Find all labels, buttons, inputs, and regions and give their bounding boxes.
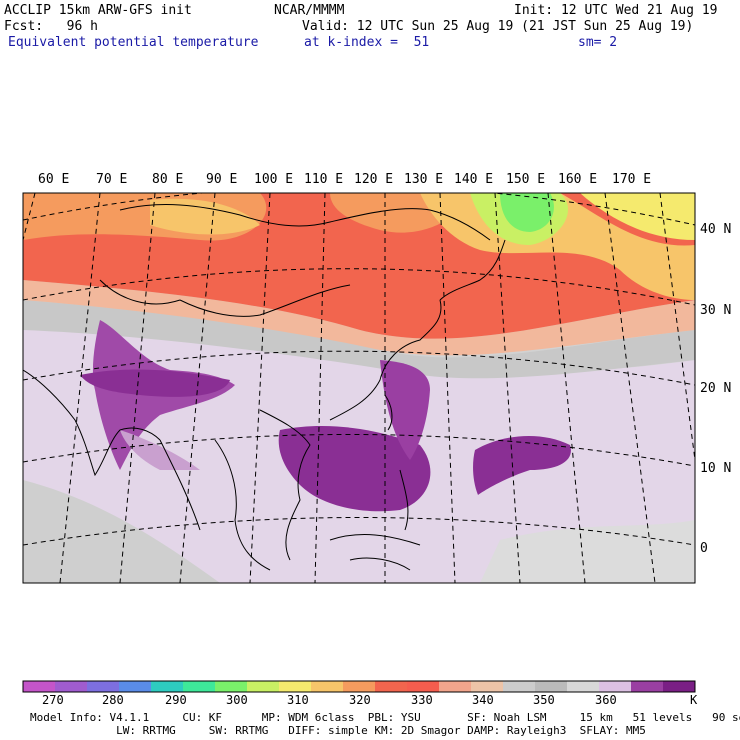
- lon-label: 70 E: [96, 172, 128, 187]
- init-time: Init: 12 UTC Wed 21 Aug 19: [514, 3, 718, 18]
- colorbar-tick-label: 310: [287, 693, 309, 707]
- lon-label: 120 E: [354, 172, 394, 187]
- lon-label: 140 E: [454, 172, 494, 187]
- lat-label: 30 N: [700, 303, 732, 318]
- model-title: ACCLIP 15km ARW-GFS init: [4, 3, 192, 18]
- lat-label: 0: [700, 541, 708, 556]
- colorbar-swatch: [567, 681, 600, 692]
- colorbar-swatch: [439, 681, 472, 692]
- level-label: at k-index = 51: [304, 35, 430, 50]
- colorbar-swatch: [343, 681, 376, 692]
- lat-label: 20 N: [700, 381, 732, 396]
- lat-label: 10 N: [700, 461, 732, 476]
- colorbar-swatch: [631, 681, 664, 692]
- lat-label: 40 N: [700, 222, 732, 237]
- smoothing-label: sm= 2: [578, 35, 618, 50]
- colorbar-tick-label: 340: [472, 693, 494, 707]
- colorbar-swatch: [215, 681, 248, 692]
- colorbar-swatch: [55, 681, 88, 692]
- colorbar-swatch: [183, 681, 216, 692]
- lon-label: 90 E: [206, 172, 238, 187]
- colorbar-tick-label: 280: [102, 693, 124, 707]
- colorbar-swatch: [663, 681, 696, 692]
- lon-label: 60 E: [38, 172, 70, 187]
- field-name: Equivalent potential temperature: [8, 35, 259, 50]
- colorbar-swatch: [23, 681, 56, 692]
- lon-label: 110 E: [304, 172, 344, 187]
- map-frame: [22, 192, 696, 584]
- colorbar-tick-label: 360: [595, 693, 617, 707]
- model-info-line1: Model Info: V4.1.1 CU: KF MP: WDM 6class…: [30, 711, 740, 724]
- colorbar-swatch: [119, 681, 152, 692]
- lon-label: 150 E: [506, 172, 546, 187]
- lon-label: 80 E: [152, 172, 184, 187]
- colorbar-tick-label: 330: [411, 693, 433, 707]
- colorbar-tick-label: 300: [226, 693, 248, 707]
- colorbar-swatch: [535, 681, 568, 692]
- colorbar-swatch: [247, 681, 280, 692]
- valid-time: Valid: 12 UTC Sun 25 Aug 19 (21 JST Sun …: [302, 19, 694, 34]
- colorbar-swatch: [471, 681, 504, 692]
- colorbar-swatch: [87, 681, 120, 692]
- theta-e-field: [23, 193, 695, 583]
- colorbar-unit: K: [690, 693, 698, 707]
- colorbar-swatch: [375, 681, 408, 692]
- forecast-hour: Fcst: 96 h: [4, 19, 98, 34]
- colorbar-swatch: [151, 681, 184, 692]
- colorbar-frame: [22, 680, 696, 693]
- colorbar-swatch: [311, 681, 344, 692]
- lon-label: 170 E: [612, 172, 652, 187]
- institution-label: NCAR/MMMM: [274, 3, 345, 18]
- lon-label: 100 E: [254, 172, 294, 187]
- colorbar-swatch: [407, 681, 440, 692]
- lon-label: 160 E: [558, 172, 598, 187]
- colorbar-tick-label: 290: [165, 693, 187, 707]
- colorbar: [22, 680, 696, 693]
- model-info-line2: LW: RRTMG SW: RRTMG DIFF: simple KM: 2D …: [30, 724, 646, 737]
- lon-label: 130 E: [404, 172, 444, 187]
- colorbar-tick-label: 270: [42, 693, 64, 707]
- colorbar-tick-label: 350: [533, 693, 555, 707]
- colorbar-swatch: [599, 681, 632, 692]
- colorbar-swatch: [503, 681, 536, 692]
- colorbar-tick-label: 320: [349, 693, 371, 707]
- colorbar-swatch: [279, 681, 312, 692]
